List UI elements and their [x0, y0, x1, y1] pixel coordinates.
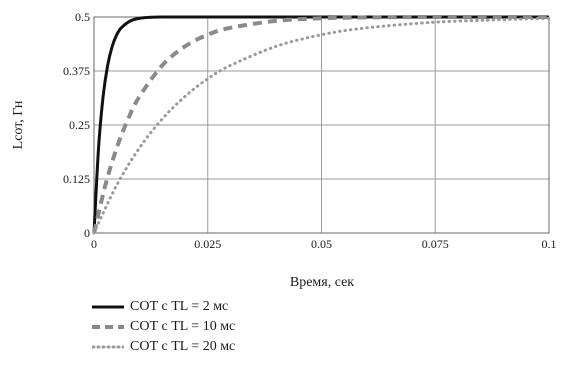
legend-item-tl-2: СОТ с TL = 2 мс — [92, 297, 235, 317]
series-line-dashed — [92, 14, 549, 234]
y-tick-label: 0.25 — [69, 118, 90, 132]
y-tick-label: 0.5 — [75, 10, 90, 24]
tick-labels: 0 0.025 0.05 0.075 0.1 0 0.125 0.25 0.375 0.5 — [63, 10, 557, 251]
series-line-dotted — [92, 16, 551, 235]
x-tick-label: 0.025 — [194, 237, 221, 251]
y-axis-label: Lсот, Гн — [11, 100, 26, 149]
legend-item-tl-10: СОТ с TL = 10 мс — [92, 317, 235, 337]
series-lines — [92, 14, 551, 235]
x-axis-label: Время, сек — [290, 275, 354, 290]
legend-swatch-dashed — [92, 325, 124, 329]
y-tick-label: 0 — [84, 226, 90, 240]
x-tick-label: 0.1 — [542, 237, 557, 251]
legend-label-tl-10: СОТ с TL = 10 мс — [130, 319, 236, 334]
legend-swatch-dotted — [92, 345, 124, 349]
legend-label-tl-2: СОТ с TL = 2 мс — [130, 299, 229, 314]
y-tick-label: 0.375 — [63, 64, 90, 78]
legend: СОТ с TL = 2 мс СОТ с TL = 10 мс СОТ с T… — [92, 297, 235, 357]
legend-item-tl-20: СОТ с TL = 20 мс — [92, 337, 235, 357]
x-tick-label: 0.05 — [311, 237, 332, 251]
grid — [93, 16, 550, 234]
legend-label-tl-20: СОТ с TL = 20 мс — [130, 339, 236, 354]
x-tick-label: 0.075 — [422, 237, 449, 251]
x-tick-label: 0 — [91, 237, 97, 251]
y-tick-label: 0.125 — [63, 172, 90, 186]
legend-swatch-solid — [92, 305, 124, 309]
